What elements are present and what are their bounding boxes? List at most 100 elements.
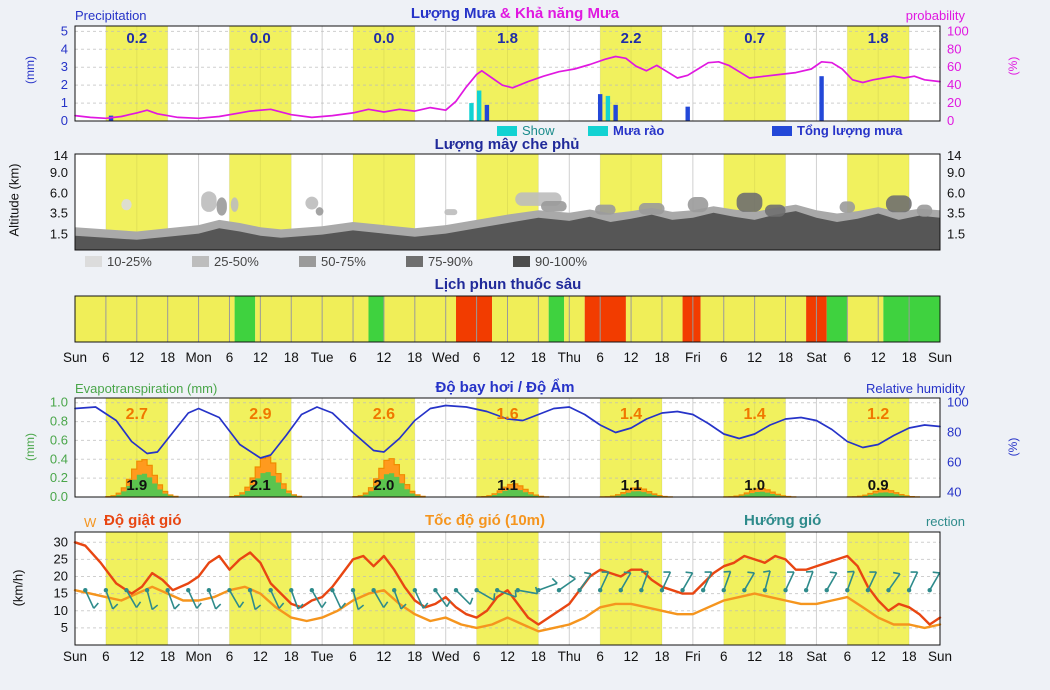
wind-barb — [249, 590, 257, 610]
cloud-blob — [444, 209, 458, 216]
wind-barb-dot — [392, 588, 397, 593]
y-tick-left: 0.2 — [50, 470, 68, 485]
spray-segment-yellow — [564, 296, 585, 342]
wind-barb-dot — [165, 588, 170, 593]
legend-swatch — [772, 125, 792, 136]
x-axis-label: Thu — [558, 350, 581, 365]
precip-bar-shower — [476, 90, 482, 121]
x-axis-label: 18 — [407, 649, 422, 664]
wind-barb-dot — [83, 588, 88, 593]
wind-barb-dot — [556, 588, 562, 593]
legend-swatch — [192, 256, 209, 267]
spray-segment-red — [682, 296, 701, 342]
evapotranspiration-chart: 2.7 2.9 2.6 1.6 1.4 1.4 1.2 1.9 2.1 2.0 1.1 1.1 1.0 0… — [50, 395, 969, 505]
wind-barb — [125, 589, 138, 608]
humidity-right-title: Relative humidity — [866, 381, 965, 396]
precip-bar-shower — [469, 103, 474, 121]
wind-barb-flag — [763, 570, 771, 573]
precip-bar-total — [685, 106, 690, 121]
wind-barb-flag — [93, 602, 99, 609]
wind-barb-dot — [330, 588, 335, 593]
x-axis-label: 18 — [160, 649, 175, 664]
wind-barb — [805, 571, 814, 591]
legend-swatch — [497, 125, 517, 136]
x-axis-label: Sun — [928, 649, 952, 664]
wind-speed-line — [73, 585, 942, 633]
y-tick-left: 0.8 — [50, 414, 68, 429]
wind-barb-flag — [829, 571, 837, 574]
daily-precip-total: 0.2 — [126, 30, 147, 47]
legend-label: 50-75% — [321, 254, 366, 269]
wind-barb — [517, 589, 538, 595]
wind-barb — [372, 589, 385, 608]
y-tick-left: 1 — [61, 95, 68, 110]
x-axis-label: 12 — [129, 649, 144, 664]
wind-barb — [414, 589, 424, 609]
wind-barb-flag — [747, 571, 755, 574]
precip-left-axis-title: Precipitation — [75, 8, 147, 23]
x-axis-label: 6 — [102, 350, 110, 365]
legend-swatch — [513, 256, 530, 267]
wind-barb-dot — [824, 588, 829, 593]
daytime-band — [723, 398, 786, 497]
legend-label: 25-50% — [214, 254, 259, 269]
x-axis-label: Tue — [311, 649, 334, 664]
wind-barb — [352, 590, 359, 610]
daily-secondary-value: 0.9 — [868, 477, 889, 494]
wind-barb — [187, 589, 198, 609]
y-tick-right: 40 — [947, 485, 961, 500]
y-tick-left: 20 — [54, 569, 68, 584]
x-axis-label: 18 — [902, 649, 917, 664]
x-axis-label: 12 — [253, 350, 268, 365]
precip-bar-total — [613, 104, 618, 121]
et-hump-green — [476, 488, 549, 497]
daily-et-value: 2.9 — [249, 406, 271, 423]
wind-barb-dot — [762, 588, 768, 593]
x-axis-label: 18 — [160, 350, 175, 365]
alt-tick-left: 1.5 — [50, 227, 68, 242]
cloud-blob — [916, 204, 933, 217]
daytime-band — [723, 532, 786, 645]
x-axis-label: 18 — [654, 649, 669, 664]
wind-speed-label: Tốc độ gió (10m) — [425, 512, 545, 529]
x-axis-label: 18 — [284, 350, 299, 365]
spray-segment-yellow — [625, 296, 683, 342]
wind-barb-dot — [453, 588, 459, 593]
wind-barb-dot — [186, 588, 191, 593]
y-tick-right: 100 — [947, 395, 969, 410]
spray-segment-green — [234, 296, 256, 342]
wind-barb-dot — [227, 588, 232, 593]
wind-barb — [620, 572, 632, 591]
plot-border — [74, 25, 941, 122]
wind-barb-flag — [446, 600, 452, 608]
legend-item: Tổng lượng mưa — [772, 123, 902, 138]
x-axis-label: Sat — [806, 350, 827, 365]
wind-barb — [599, 571, 610, 591]
daily-et-value: 1.2 — [867, 406, 889, 423]
wind-barb — [640, 571, 649, 591]
wind-barb-dot — [371, 588, 376, 593]
alt-tick-right: 3.5 — [947, 206, 965, 221]
y-tick-right: 60 — [947, 455, 961, 470]
y-tick-right: 80 — [947, 41, 961, 56]
legend-item: Mưa rào — [588, 123, 664, 138]
daily-secondary-value: 1.0 — [744, 477, 765, 494]
wind-barb — [393, 589, 402, 610]
wind-barb-dot — [144, 588, 150, 593]
wind-barb-dot — [742, 588, 747, 593]
wind-barb-dot — [577, 588, 582, 593]
wind-barb-dot — [803, 588, 809, 593]
wind-barb — [558, 578, 576, 591]
wind-barb-dot — [247, 588, 253, 593]
wind-barb — [166, 589, 176, 610]
daytime-band — [723, 26, 786, 121]
wind-barb — [455, 589, 471, 605]
x-axis-label: 18 — [778, 649, 793, 664]
et-hump-green — [600, 491, 673, 497]
wind-barb — [208, 589, 217, 610]
x-axis-label: 12 — [747, 649, 762, 664]
wind-barb-dot — [103, 588, 109, 593]
y-tick-left: 1.0 — [50, 395, 68, 410]
x-axis-label: Sun — [63, 649, 87, 664]
